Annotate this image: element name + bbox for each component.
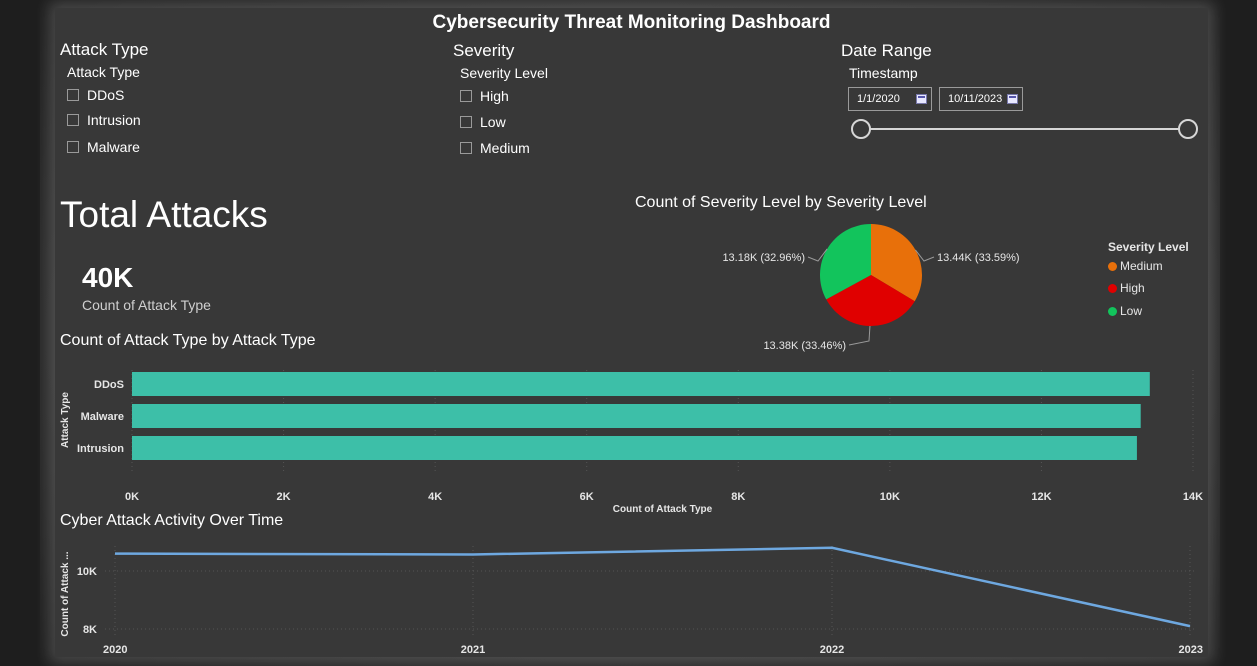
severity-option-label: Medium [480,140,530,156]
end-date-value: 10/11/2023 [948,93,1003,105]
line-x-tick-label: 2022 [820,644,844,656]
bar-intrusion [132,436,1137,460]
checkbox-icon[interactable] [460,90,472,102]
bar-category-label: Malware [81,411,124,423]
attack-option-malware[interactable]: Malware [67,139,140,155]
line-x-tick-label: 2023 [1179,644,1203,656]
bar-category-label: Intrusion [77,443,124,455]
date-slicer-header: Date Range [841,41,932,60]
date-slicer-field: Timestamp [849,65,918,81]
pie-legend-title: Severity Level [1108,240,1189,254]
bar-x-tick-label: 10K [880,491,900,503]
bar-x-tick-label: 8K [731,491,745,503]
legend-label: Medium [1120,259,1163,273]
attack-option-label: Intrusion [87,112,141,128]
end-date-input[interactable]: 10/11/2023 [939,87,1023,111]
legend-dot-icon [1108,306,1117,316]
severity-pie-chart: 13.44K (33.59%) 13.38K (33.46%) 13.18K (32… [722,224,1020,352]
pie-slice-high [826,275,915,326]
pie-chart-title: Count of Severity Level by Severity Leve… [635,194,927,211]
attack-option-intrusion[interactable]: Intrusion [67,112,141,128]
date-slider-start-handle[interactable] [851,119,871,139]
legend-dot-icon [1108,283,1117,293]
start-date-value: 1/1/2020 [857,93,900,105]
pie-data-label: 13.18K (32.96%) [722,252,805,264]
line-y-tick-label: 8K [83,624,97,636]
attack-option-label: Malware [87,139,140,155]
line-y-axis-label: Count of Attack ... [60,551,71,636]
legend-item-low[interactable]: Low [1108,304,1142,318]
pie-data-label: 13.38K (33.46%) [763,340,846,352]
checkbox-icon[interactable] [460,116,472,128]
dashboard-canvas: Cybersecurity Threat Monitoring Dashboar… [55,8,1208,657]
pie-slice-low [820,224,871,300]
severity-slicer-header: Severity [453,41,515,60]
pie-leader-line [914,249,935,262]
attack-type-bar-chart: 0K 2K 4K 6K 8K 10K 12K 14K DDoS Malware Intrusion C… [60,370,1203,515]
severity-slicer-field: Severity Level [460,65,548,81]
bar-x-tick-label: 14K [1183,491,1203,503]
pie-leader-line [807,248,828,262]
calendar-icon[interactable] [1007,94,1018,104]
legend-label: Low [1120,304,1143,318]
severity-option-high[interactable]: High [460,88,509,104]
legend-item-medium[interactable]: Medium [1108,259,1163,273]
checkbox-icon[interactable] [67,89,79,101]
total-attacks-title: Total Attacks [60,194,268,235]
line-chart-title: Cyber Attack Activity Over Time [60,512,284,529]
bar-x-axis-label: Count of Attack Type [613,504,713,515]
attack-activity-line-chart: 10K 8K 2020 2021 2022 2023 Count of Attack ... [60,546,1203,656]
date-range-slider-track[interactable] [861,128,1189,130]
bar-x-tick-label: 6K [580,491,594,503]
bar-malware [132,404,1141,428]
line-series [114,546,1191,628]
kpi-label: Count of Attack Type [82,297,211,313]
line-y-tick-label: 10K [77,566,97,578]
bar-x-tick-label: 12K [1031,491,1051,503]
attack-option-label: DDoS [87,87,125,103]
legend-dot-icon [1108,261,1117,271]
attack-slicer-field: Attack Type [67,64,140,80]
severity-option-label: Low [480,114,506,130]
severity-option-label: High [480,88,509,104]
bar-category-label: DDoS [94,379,124,391]
attack-option-ddos[interactable]: DDoS [67,87,124,103]
checkbox-icon[interactable] [460,142,472,154]
bar-x-tick-label: 0K [125,491,139,503]
severity-option-low[interactable]: Low [460,114,506,130]
bar-x-tick-label: 2K [277,491,291,503]
checkbox-icon[interactable] [67,141,79,153]
pie-slice-medium [871,224,922,302]
checkbox-icon[interactable] [67,114,79,126]
bar-x-tick-label: 4K [428,491,442,503]
legend-label: High [1120,281,1145,295]
bar-y-axis-label: Attack Type [60,392,71,448]
pie-data-label: 13.44K (33.59%) [937,252,1020,264]
dashboard-title: Cybersecurity Threat Monitoring Dashboar… [432,12,831,33]
line-x-tick-label: 2021 [461,644,485,656]
start-date-input[interactable]: 1/1/2020 [848,87,932,111]
date-slider-end-handle[interactable] [1178,119,1198,139]
line-x-tick-label: 2020 [103,644,127,656]
pie-leader-line [848,325,871,346]
legend-item-high[interactable]: High [1108,281,1145,295]
calendar-icon[interactable] [916,94,927,104]
attack-slicer-header: Attack Type [60,40,149,59]
bar-chart-title: Count of Attack Type by Attack Type [60,332,316,349]
kpi-value: 40K [82,262,134,293]
bar-ddos [132,372,1150,396]
severity-option-medium[interactable]: Medium [460,140,530,156]
